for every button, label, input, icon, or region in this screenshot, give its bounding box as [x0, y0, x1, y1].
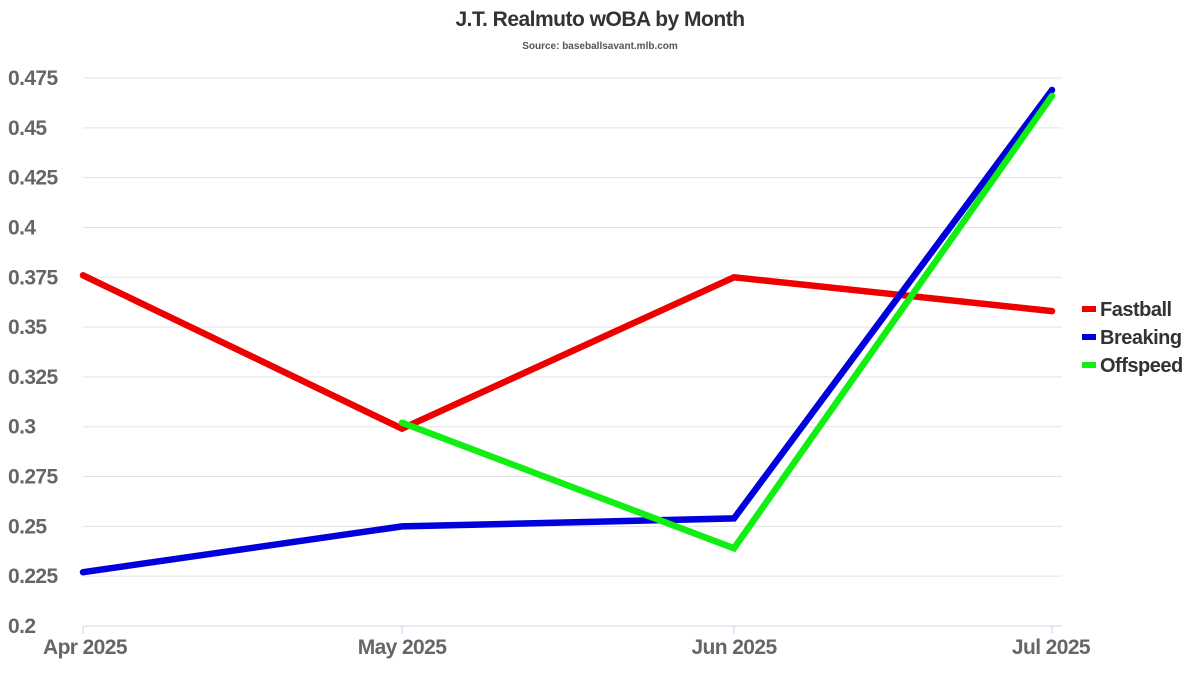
chart-title: J.T. Realmuto wOBA by Month [455, 8, 745, 31]
y-tick-label: 0.325 [8, 366, 58, 389]
legend: Fastball Breaking Offspeed [1082, 299, 1183, 377]
y-tick-label: 0.35 [8, 316, 47, 339]
y-tick-label: 0.4 [8, 216, 36, 239]
x-tick-label: Jul 2025 [1012, 636, 1091, 659]
x-tick-label: May 2025 [358, 636, 448, 659]
x-tick-label: Jun 2025 [691, 636, 777, 659]
y-tick-label: 0.3 [8, 416, 35, 439]
series-line-fastball [79, 272, 1056, 433]
y-tick-label: 0.2 [8, 615, 35, 638]
chart-subtitle: Source: baseballsavant.mlb.com [522, 41, 678, 52]
y-tick-label: 0.275 [8, 466, 58, 489]
y-tick-label: 0.25 [8, 515, 47, 538]
y-tick-label: 0.225 [8, 565, 58, 588]
x-tick-label: Apr 2025 [43, 636, 128, 659]
legend-label-breaking: Breaking [1100, 327, 1182, 349]
y-tick-label: 0.425 [8, 167, 58, 190]
series-lines [79, 86, 1056, 576]
series-line-offspeed [398, 92, 1056, 553]
axes: 0.2 0.225 0.25 0.275 0.3 0.325 0.35 0.375 0.4 0.4… [8, 67, 1092, 659]
legend-label-fastball: Fastball [1100, 299, 1172, 321]
y-tick-label: 0.475 [8, 67, 58, 90]
legend-label-offspeed: Offspeed [1100, 355, 1183, 377]
y-tick-label: 0.375 [8, 266, 58, 289]
series-line-breaking [79, 86, 1056, 576]
gridlines [83, 77, 1062, 577]
y-tick-label: 0.45 [8, 117, 47, 140]
